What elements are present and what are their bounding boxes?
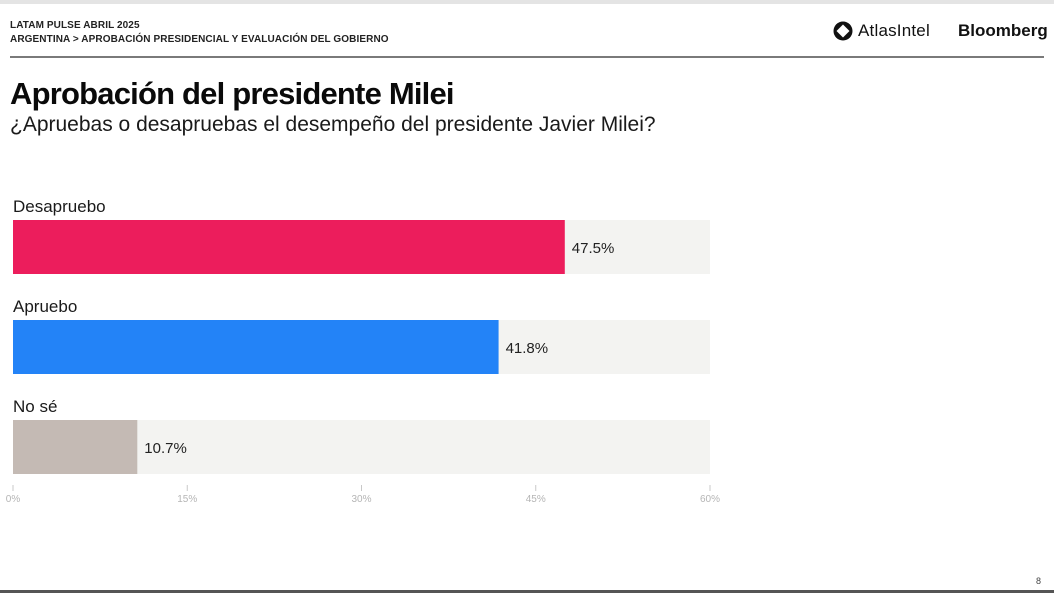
chart-title: Aprobación del presidente Milei bbox=[10, 76, 455, 111]
category-label: No sé bbox=[13, 397, 57, 416]
bloomberg-logo: Bloomberg bbox=[958, 21, 1048, 40]
bar bbox=[13, 420, 138, 474]
atlasintel-logo-text: AtlasIntel bbox=[858, 21, 930, 40]
atlasintel-logo: AtlasIntel bbox=[833, 21, 930, 41]
report-kicker: LATAM PULSE ABRIL 2025 bbox=[10, 20, 140, 31]
header-divider bbox=[10, 56, 1044, 58]
bar bbox=[13, 320, 499, 374]
page-number: 8 bbox=[1036, 576, 1042, 586]
atlasintel-logo-icon bbox=[833, 21, 853, 41]
data-label: 10.7% bbox=[144, 440, 187, 457]
x-tick-label: 0% bbox=[6, 494, 21, 505]
top-band bbox=[0, 0, 1054, 4]
category-label: Desapruebo bbox=[13, 197, 106, 216]
breadcrumb: ARGENTINA > APROBACIÓN PRESIDENCIAL Y EV… bbox=[10, 34, 389, 45]
data-label: 47.5% bbox=[572, 240, 615, 257]
bar-chart: Desapruebo 47.5% Apruebo 41.8% No sé 10.7% 0% 1… bbox=[6, 197, 720, 505]
x-tick-label: 30% bbox=[351, 494, 371, 505]
x-tick-label: 45% bbox=[526, 494, 546, 505]
bar bbox=[13, 220, 565, 274]
x-tick-label: 60% bbox=[700, 494, 720, 505]
chart-subtitle: ¿Apruebas o desapruebas el desempeño del… bbox=[10, 113, 656, 136]
data-label: 41.8% bbox=[506, 340, 549, 357]
bottom-border bbox=[0, 590, 1054, 593]
category-label: Apruebo bbox=[13, 297, 77, 316]
x-tick-label: 15% bbox=[177, 494, 197, 505]
